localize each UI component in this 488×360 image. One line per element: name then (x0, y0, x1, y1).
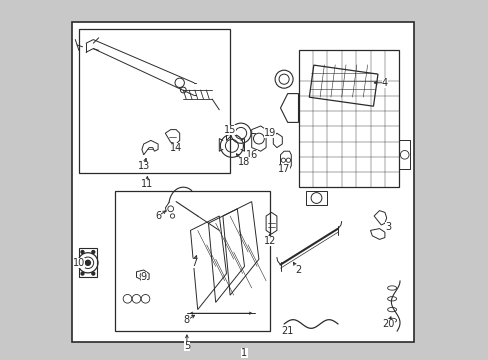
Text: 4: 4 (381, 78, 387, 88)
Text: 14: 14 (170, 143, 182, 153)
Bar (79, 29, 230, 173)
Circle shape (85, 260, 90, 265)
Text: 9: 9 (141, 272, 146, 282)
Text: 18: 18 (238, 157, 250, 167)
Text: 15: 15 (224, 125, 236, 135)
Circle shape (92, 272, 95, 275)
Bar (115, 191, 269, 331)
Text: 3: 3 (385, 222, 391, 232)
Text: 2: 2 (295, 265, 301, 275)
Text: 6: 6 (155, 211, 161, 221)
Text: 5: 5 (183, 341, 190, 351)
Bar (72, 22, 413, 342)
Text: 10: 10 (73, 258, 85, 268)
Text: 16: 16 (245, 150, 257, 160)
Text: 19: 19 (263, 128, 275, 138)
Text: 12: 12 (263, 236, 275, 246)
Text: 17: 17 (277, 164, 290, 174)
Text: 8: 8 (183, 315, 189, 325)
Text: 13: 13 (137, 161, 149, 171)
Circle shape (92, 251, 95, 253)
Text: 21: 21 (281, 326, 293, 336)
Bar (298, 50, 399, 187)
Bar (309, 65, 377, 106)
Text: 20: 20 (382, 319, 394, 329)
Circle shape (81, 272, 84, 275)
Text: 1: 1 (241, 348, 247, 358)
Circle shape (81, 251, 84, 253)
Text: 11: 11 (141, 179, 153, 189)
Text: 7: 7 (191, 258, 197, 268)
